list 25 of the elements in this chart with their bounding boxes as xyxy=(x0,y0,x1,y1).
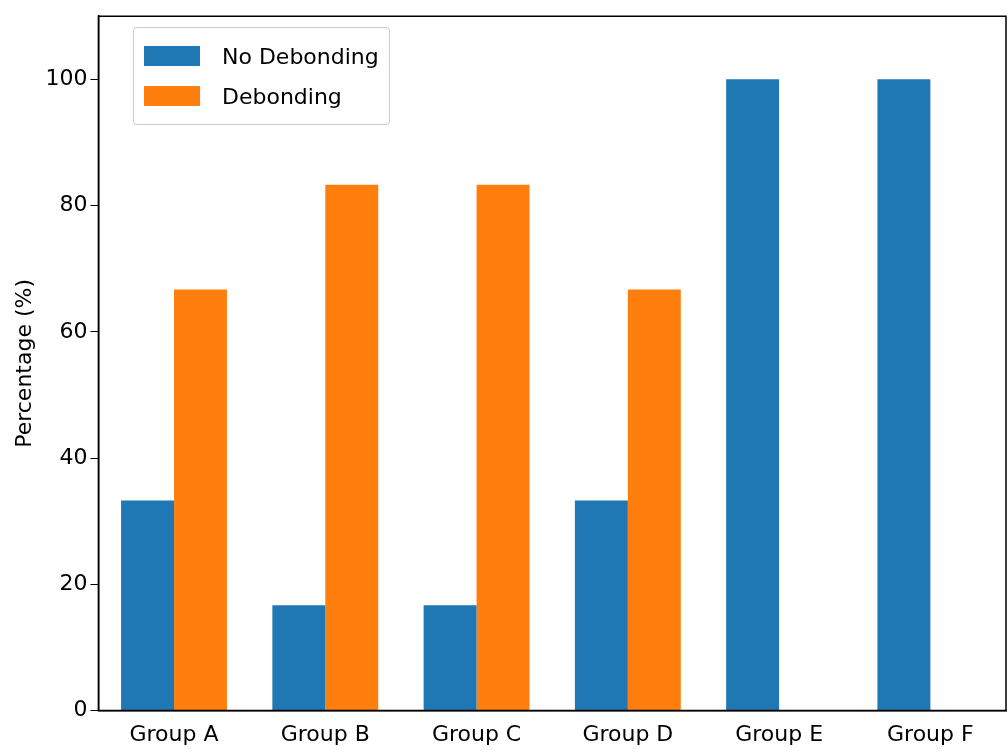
x-tick-label: Group A xyxy=(129,720,219,746)
y-tick-label: 100 xyxy=(45,65,88,91)
x-tick-label: Group C xyxy=(431,720,522,746)
bar xyxy=(574,500,628,711)
legend-label: Debonding xyxy=(222,83,342,109)
bar xyxy=(325,184,379,711)
bar xyxy=(476,184,530,711)
y-tick-label: 40 xyxy=(59,443,88,469)
bar xyxy=(174,289,227,711)
bar xyxy=(272,605,326,711)
y-axis-title: Percentage (%) xyxy=(10,278,36,448)
legend-label: No Debonding xyxy=(222,43,379,69)
y-tick-label: 60 xyxy=(59,317,88,343)
x-tick-label: Group F xyxy=(887,720,974,746)
x-tick-label: Group D xyxy=(582,720,674,746)
bar xyxy=(877,79,931,711)
y-tick-label: 80 xyxy=(59,191,88,217)
x-tick-label: Group B xyxy=(280,720,370,746)
x-tick-label: Group E xyxy=(735,720,824,746)
bar xyxy=(726,79,780,711)
bar xyxy=(121,500,175,711)
y-tick-label: 20 xyxy=(59,570,88,596)
y-tick-label: 0 xyxy=(73,696,88,722)
bar xyxy=(627,289,681,711)
bar xyxy=(423,605,477,711)
